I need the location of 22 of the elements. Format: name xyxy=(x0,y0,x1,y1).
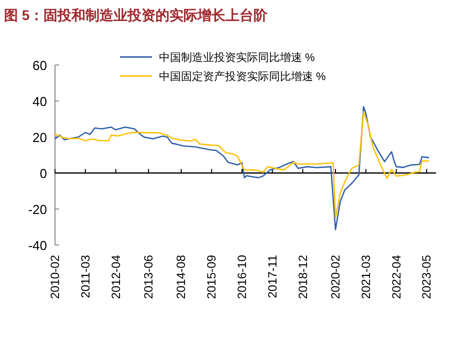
x-tick-label: 2022-04 xyxy=(389,254,404,300)
x-tick-label: 2011-03 xyxy=(78,254,92,298)
x-tick-label: 2015-09 xyxy=(204,254,219,300)
x-tick-label: 2017-11 xyxy=(265,254,280,298)
x-tick-label: 2014-08 xyxy=(174,254,188,300)
x-tick-label: 2016-10 xyxy=(234,254,249,300)
x-tick-label: 2010-02 xyxy=(48,254,62,300)
x-tick-label: 2013-06 xyxy=(141,254,156,300)
x-tick-label: 2012-04 xyxy=(108,254,123,300)
x-tick-label: 2018-12 xyxy=(296,254,310,300)
title: 图 5：固投和制造业投资的实际增长上台阶 xyxy=(4,7,268,23)
y-tick-label: 0 xyxy=(40,166,47,181)
legend-label: 中国固定资产投资实际同比增速 % xyxy=(159,70,326,83)
y-tick-label: 20 xyxy=(32,130,47,145)
legend-label: 中国制造业投资实际同比增速 % xyxy=(159,51,316,64)
x-tick-label: 2020-02 xyxy=(328,254,342,300)
x-tick-label: 2023-05 xyxy=(420,254,434,300)
y-tick-label: 60 xyxy=(32,58,47,73)
y-tick-label: 40 xyxy=(32,94,47,109)
y-tick-label: -40 xyxy=(28,238,47,253)
y-tick-label: -20 xyxy=(28,202,47,217)
x-tick-label: 2021-03 xyxy=(358,254,373,300)
